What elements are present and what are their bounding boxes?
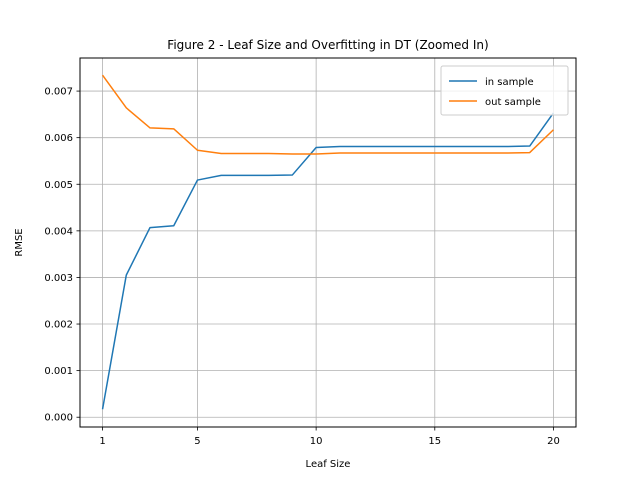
y-tick-label: 0.002: [44, 320, 73, 331]
series-layer: [101, 74, 555, 410]
series-line-0: [101, 112, 555, 410]
x-tick-label: 1: [99, 436, 105, 447]
y-tick-label: 0.003: [44, 273, 73, 284]
y-tick-label: 0.004: [44, 226, 73, 237]
y-tick-label: 0.000: [44, 413, 73, 424]
axis-ticks: 1 5 10 15 200.0000.0010.0020.0030.0040.0050.…: [44, 87, 559, 447]
y-tick-label: 0.006: [44, 133, 73, 144]
x-tick-label: 10: [310, 436, 323, 447]
chart-title: Figure 2 - Leaf Size and Overfitting in …: [167, 38, 488, 52]
x-tick-label: 5: [194, 436, 200, 447]
legend-label: in sample: [485, 77, 534, 88]
y-tick-label: 0.001: [44, 366, 73, 377]
plot-frame: [79, 57, 577, 428]
x-tick-label: 15: [428, 436, 441, 447]
x-axis-label: Leaf Size: [306, 459, 351, 470]
legend: in sample out sample: [440, 65, 569, 116]
legend-box: [440, 65, 569, 116]
y-axis-label: RMSE: [14, 228, 25, 256]
series-line-1: [101, 74, 554, 155]
y-tick-label: 0.007: [44, 87, 73, 98]
legend-label: out sample: [485, 97, 541, 108]
x-tick-label: 20: [547, 436, 560, 447]
y-tick-label: 0.005: [44, 180, 73, 191]
